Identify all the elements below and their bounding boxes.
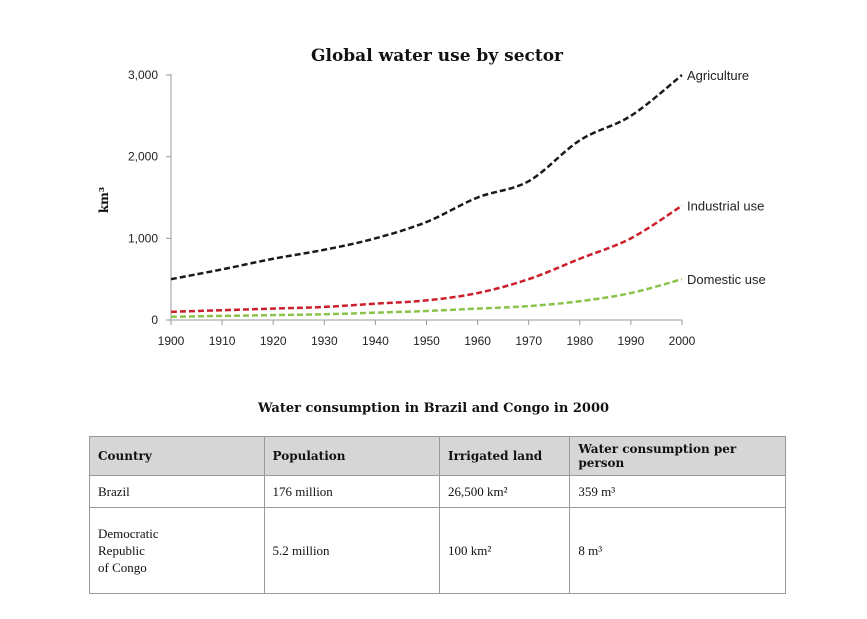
x-tick-label: 1910 <box>209 334 236 348</box>
table-row: Brazil 176 million 26,500 km² 359 m³ <box>89 475 786 508</box>
header-country: Country <box>89 436 265 476</box>
y-tick-label: 1,000 <box>128 231 158 245</box>
y-tick-label: 0 <box>151 313 158 327</box>
header-water-consumption: Water consumption per person <box>569 436 786 476</box>
series-label-industrial-use: Industrial use <box>687 199 764 214</box>
cell-country: Brazil <box>89 475 265 508</box>
x-tick-label: 1970 <box>515 334 542 348</box>
x-tick-label: 1990 <box>618 334 645 348</box>
series-line-agriculture <box>170 74 683 281</box>
cell-irrigated-land: 26,500 km² <box>438 475 571 508</box>
header-population: Population <box>263 436 440 476</box>
header-irrigated-land: Irrigated land <box>438 436 571 476</box>
x-tick-label: 1950 <box>413 334 440 348</box>
cell-country: Democratic Republic of Congo <box>89 507 265 594</box>
country-line: Democratic <box>98 526 159 541</box>
x-tick-label: 1960 <box>464 334 491 348</box>
line-chart: Global water use by sector km³ 0 1,000 2,0… <box>97 46 766 348</box>
y-axis-label: km³ <box>97 187 111 213</box>
x-tick-label: 1940 <box>362 334 389 348</box>
y-tick-label: 2,000 <box>128 150 158 164</box>
country-line: of Congo <box>98 560 147 575</box>
table-title: Water consumption in Brazil and Congo in… <box>257 401 610 416</box>
series-label-domestic-use: Domestic use <box>687 272 766 287</box>
series-line-domestic-use <box>170 277 683 318</box>
water-consumption-table: Country Population Irrigated land Water … <box>89 436 786 594</box>
x-tick-label: 1920 <box>260 334 287 348</box>
chart-title: Global water use by sector <box>311 46 564 66</box>
series-line-industrial-use <box>170 204 683 314</box>
cell-consumption: 359 m³ <box>569 475 786 508</box>
table-row: Democratic Republic of Congo 5.2 million… <box>89 507 786 594</box>
cell-population: 176 million <box>263 475 440 508</box>
y-tick-label: 3,000 <box>128 68 158 82</box>
x-tick-label: 1980 <box>566 334 593 348</box>
cell-population: 5.2 million <box>263 507 440 594</box>
x-tick-label: 1930 <box>311 334 338 348</box>
series-label-agriculture: Agriculture <box>687 68 749 83</box>
cell-consumption: 8 m³ <box>569 507 786 594</box>
table-header-row: Country Population Irrigated land Water … <box>89 436 786 476</box>
x-tick-label: 2000 <box>669 334 696 348</box>
country-line: Republic <box>98 543 145 558</box>
cell-irrigated-land: 100 km² <box>438 507 571 594</box>
x-tick-label: 1900 <box>158 334 185 348</box>
